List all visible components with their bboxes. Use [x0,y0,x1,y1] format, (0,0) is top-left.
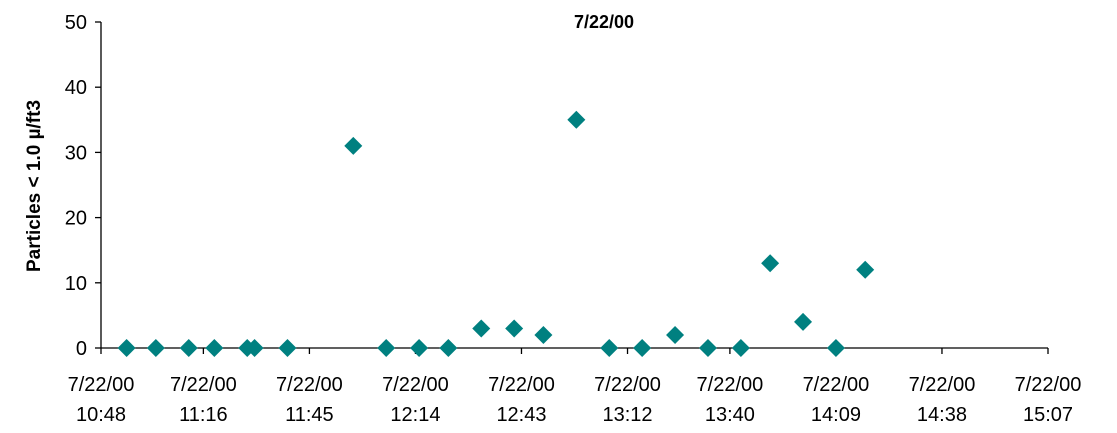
x-tick-time-label: 13:12 [602,404,652,426]
x-tick-time-label: 12:14 [390,404,440,426]
data-point-marker [666,325,685,344]
x-tick-date-label: 7/22/00 [68,374,135,396]
data-point-marker [826,339,845,357]
data-points [117,110,875,357]
data-point-marker [761,254,780,273]
data-point-marker [245,339,264,357]
data-point-marker [377,339,396,357]
y-tick-label: 0 [76,338,87,360]
chart-title: 7/22/00 [574,12,634,32]
data-point-marker [117,339,136,357]
data-point-marker [410,339,429,357]
data-point-marker [439,339,458,357]
x-tick-date-label: 7/22/00 [594,374,661,396]
x-tick-date-label: 7/22/00 [276,374,343,396]
x-tick-time-label: 14:38 [917,404,967,426]
data-point-marker [567,110,586,129]
x-tick-time-label: 13:40 [705,404,755,426]
x-tick-time-label: 11:45 [285,404,334,426]
y-tick-labels: 0 10 20 30 40 50 [65,12,101,360]
data-point-marker [534,325,553,344]
x-tick-date-label: 7/22/00 [909,374,976,396]
data-point-marker [731,339,750,357]
x-tick-date-label: 7/22/00 [488,374,555,396]
x-tick-date-label: 7/22/00 [803,374,870,396]
x-tick-date-label: 7/22/00 [170,374,237,396]
data-point-marker [600,339,619,357]
axes [100,22,1048,349]
x-tick-labels: 7/22/00 10:48 7/22/00 11:16 7/22/00 11:45 7/22… [68,348,1082,426]
x-tick-time-label: 10:48 [76,404,126,426]
data-point-marker [472,319,491,338]
data-point-marker [505,319,524,338]
x-tick-time-label: 14:09 [811,404,861,426]
data-point-marker [205,339,224,357]
x-tick-date-label: 7/22/00 [1015,374,1082,396]
y-tick-label: 50 [65,12,87,34]
data-point-marker [146,339,165,357]
y-tick-label: 40 [65,77,87,99]
x-tick-date-label: 7/22/00 [697,374,764,396]
data-point-marker [344,136,363,155]
y-tick-label: 10 [65,273,87,295]
x-tick-time-label: 12:43 [496,404,546,426]
y-tick-label: 20 [65,208,87,230]
data-point-marker [633,339,652,357]
data-point-marker [794,312,813,331]
y-axis-label: Particles < 1.0 µ/ft3 [24,100,45,272]
x-tick-time-label: 15:07 [1023,404,1073,426]
x-tick-time-label: 11:16 [179,404,228,426]
y-tick-label: 30 [65,142,87,164]
data-point-marker [179,339,198,357]
x-tick-date-label: 7/22/00 [382,374,449,396]
data-point-marker [698,339,717,357]
data-point-marker [278,339,297,357]
data-point-marker [856,260,875,279]
